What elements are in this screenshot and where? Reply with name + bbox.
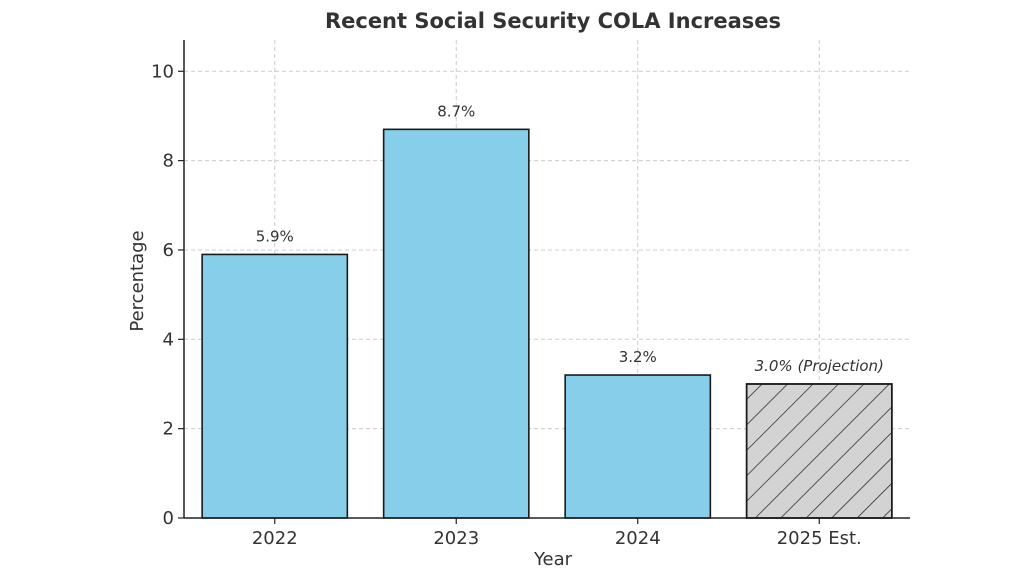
x-tick-label: 2024	[615, 528, 661, 549]
data-label: 3.0% (Projection)	[755, 357, 884, 375]
y-ticks: 0 2 4 6 8 10	[151, 61, 184, 529]
bar-2023	[382, 128, 530, 519]
data-labels: 5.9% 8.7% 3.2% 3.0% (Projection)	[256, 102, 884, 375]
y-axis-label: Percentage	[127, 230, 148, 331]
chart-title: Recent Social Security COLA Increases	[325, 9, 781, 33]
y-tick-label: 2	[163, 419, 174, 440]
y-tick-label: 10	[151, 61, 174, 82]
y-tick-label: 0	[163, 508, 174, 529]
bar-2022	[201, 253, 349, 519]
y-tick-label: 4	[163, 329, 174, 350]
bar-hatch-projection	[745, 383, 893, 519]
x-tick-label: 2022	[252, 528, 298, 549]
x-tick-label: 2023	[433, 528, 479, 549]
x-tick-label: 2025 Est.	[777, 528, 862, 549]
bar-2024	[564, 374, 712, 519]
bars	[201, 128, 893, 519]
x-ticks: 2022 2023 2024 2025 Est.	[252, 518, 862, 549]
data-label: 5.9%	[256, 227, 294, 245]
data-label: 8.7%	[437, 102, 475, 120]
axes	[183, 40, 910, 519]
x-axis-label: Year	[533, 549, 573, 570]
y-tick-label: 6	[163, 240, 174, 261]
data-label: 3.2%	[619, 348, 657, 366]
y-tick-label: 8	[163, 151, 174, 172]
